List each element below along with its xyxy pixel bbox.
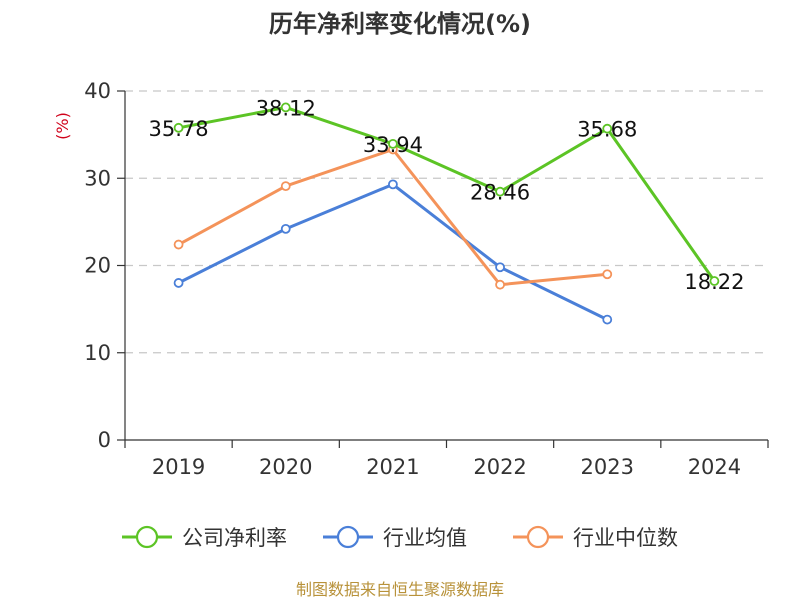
- x-tick-label: 2022: [473, 455, 526, 479]
- data-point: [602, 314, 613, 325]
- series-2: [173, 144, 613, 290]
- legend-label: 公司净利率: [182, 526, 287, 550]
- legend-marker: [336, 525, 360, 549]
- data-point: [388, 179, 398, 190]
- data-point: [280, 223, 291, 234]
- legend-label: 行业均值: [383, 526, 467, 550]
- y-tick-label: 0: [98, 428, 111, 452]
- series-layer: [173, 102, 720, 325]
- legend[interactable]: 公司净利率 行业均值 行业中位数: [122, 525, 678, 550]
- series-1: [173, 179, 613, 325]
- data-label: 33.94: [363, 133, 423, 157]
- series-line: [177, 182, 608, 321]
- legend-item[interactable]: 行业中位数: [513, 525, 678, 550]
- data-label: 28.46: [470, 181, 530, 205]
- chart-title: 历年净利率变化情况(%): [269, 10, 531, 38]
- series-line: [178, 105, 716, 282]
- legend-item[interactable]: 公司净利率: [122, 525, 287, 550]
- data-point: [709, 276, 720, 286]
- data-point: [173, 278, 184, 288]
- data-point: [602, 123, 613, 134]
- data-point: [388, 138, 398, 149]
- y-tick-label: 30: [84, 166, 111, 190]
- data-point: [495, 262, 505, 273]
- axes: 0 10 20 30 40 2019 2020 2021 2022 2023 2024: [84, 79, 769, 479]
- data-label: 18.22: [684, 270, 744, 294]
- legend-marker: [526, 525, 550, 549]
- y-tick-label: 10: [84, 341, 111, 365]
- x-tick-label: 2021: [366, 455, 419, 479]
- data-point: [495, 279, 505, 290]
- x-tick-label: 2020: [259, 455, 312, 479]
- data-label: 38.12: [256, 96, 316, 120]
- data-point: [173, 239, 184, 250]
- x-tick-label: 2023: [581, 455, 634, 479]
- y-axis-label: (%): [53, 112, 72, 140]
- legend-label: 行业中位数: [573, 526, 678, 550]
- series-0: [173, 102, 720, 286]
- y-tick-label: 40: [84, 79, 111, 103]
- data-point: [173, 122, 184, 133]
- data-label: 35.78: [149, 117, 209, 141]
- x-tick-label: 2019: [152, 455, 205, 479]
- legend-item[interactable]: 行业均值: [323, 525, 467, 550]
- series-line: [177, 148, 608, 287]
- data-label: 35.68: [577, 118, 637, 142]
- grid-lines: [125, 90, 768, 354]
- data-point: [280, 102, 291, 113]
- data-labels: 35.78 38.12 33.94 28.46 35.68 18.22: [149, 96, 745, 294]
- x-tick-label: 2024: [688, 455, 741, 479]
- legend-marker: [135, 525, 159, 549]
- source-note: 制图数据来自恒生聚源数据库: [296, 580, 504, 599]
- data-point: [280, 181, 291, 192]
- data-point: [495, 186, 505, 197]
- data-point: [602, 269, 613, 280]
- y-tick-label: 20: [84, 254, 111, 278]
